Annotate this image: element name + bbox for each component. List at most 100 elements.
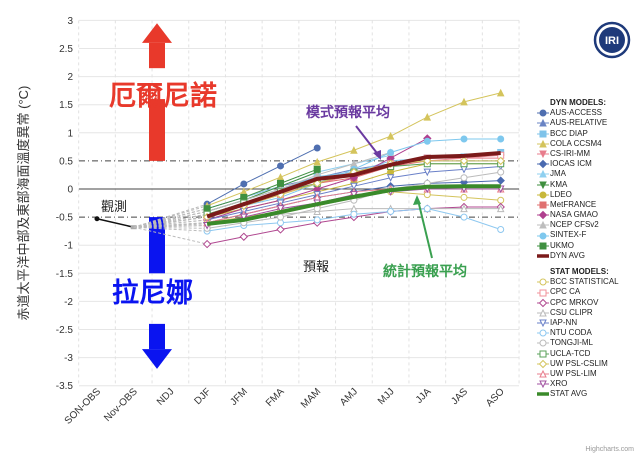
marker-circle (387, 207, 395, 215)
series-dyn-avg (206, 151, 501, 219)
legend-label: IAP-NN (550, 317, 578, 327)
marker-triangle-down (539, 150, 547, 159)
legend-symbol (537, 329, 549, 337)
legend-item[interactable]: JMA (536, 169, 619, 179)
marker-triangle (276, 173, 285, 181)
marker-diamond (239, 232, 249, 241)
legend-symbol (537, 191, 549, 199)
highcharts-credit[interactable]: Highcharts.com (585, 446, 634, 453)
legend-item[interactable]: IOCAS ICM (536, 159, 619, 169)
legend-symbol (537, 109, 549, 117)
marker-circle (387, 168, 395, 176)
y-axis-label: 赤道太平洋中部及東部海面溫度異常 (°C) (16, 86, 31, 321)
marker-triangle-down (386, 174, 395, 182)
marker-square (539, 350, 547, 358)
legend-item[interactable]: XRO (536, 379, 619, 389)
marker-circle (277, 162, 284, 170)
x-tick-label: Nov-OBS (102, 386, 140, 424)
legend-symbol (537, 181, 549, 189)
legend-item[interactable]: IAP-NN (536, 318, 619, 328)
legend-item[interactable]: BCC STATISTICAL (536, 277, 619, 287)
legend-symbol (537, 278, 549, 286)
legend-item[interactable]: CPC MRKOV (536, 298, 619, 308)
x-tick-label: DJF (192, 386, 213, 407)
series-layer (94, 88, 505, 249)
marker-circle (539, 232, 547, 240)
legend-item[interactable]: LDEO (536, 190, 619, 200)
legend-label: NASA GMAO (550, 210, 599, 220)
y-tick-label: -3 (64, 353, 73, 364)
la-nina-arrow-shaft (149, 323, 165, 350)
legend-label: CS-IRI-MM (550, 148, 590, 158)
iri-logo-text: IRI (605, 35, 619, 47)
legend-symbol (537, 160, 549, 169)
y-tick-label: 3 (67, 16, 73, 27)
grid: 3 2.5 2 1.5 1 0.5 0 -0.5 -1 -1.5 -2 -2.5 -3 -3.5SON-O… (16, 16, 520, 427)
legend-item[interactable]: AUS-RELATIVE (536, 118, 619, 128)
legend-item[interactable]: TONGJI-ML (536, 338, 619, 348)
marker-diamond (496, 176, 505, 185)
x-tick-label: MAM (299, 386, 323, 410)
legend-item[interactable]: MetFRANCE (536, 200, 619, 210)
legend-item[interactable]: BCC DIAP (536, 129, 619, 139)
legend-label: STAT AVG (550, 389, 588, 399)
legend-header: STAT MODELS: (550, 267, 609, 277)
marker-circle (387, 148, 395, 156)
marker-circle (539, 109, 547, 117)
la-nina-arrow-head (142, 349, 172, 369)
marker-square (539, 289, 547, 296)
legend-header: DYN MODELS: (550, 98, 606, 107)
marker-square (240, 193, 248, 201)
legend-item[interactable]: SINTEX-F (536, 230, 619, 240)
x-tick-label: JJA (414, 386, 434, 406)
legend-label: JMA (550, 169, 566, 179)
marker-diamond (538, 359, 548, 369)
legend-item[interactable]: DYN AVG (536, 251, 619, 261)
legend-item[interactable]: CSU CLIPR (536, 308, 619, 318)
marker-triangle-down (539, 181, 547, 189)
y-tick-label: 1.5 (59, 100, 73, 111)
legend-label: NTU CODA (550, 328, 592, 338)
series-line (206, 168, 318, 210)
legend-symbol (537, 359, 549, 369)
legend-item[interactable]: KMA (536, 180, 619, 190)
plume-line (133, 208, 208, 228)
marker-diamond (276, 225, 285, 234)
marker-triangle (496, 88, 505, 97)
marker-circle (313, 216, 321, 224)
legend-item[interactable]: AUS-ACCESS (536, 108, 619, 118)
y-tick-label: -2.5 (56, 325, 74, 336)
legend-item[interactable]: UKMO (536, 241, 619, 251)
la-nina-bar (149, 217, 165, 274)
legend-item[interactable]: UW PSL-CSLIM (536, 359, 619, 369)
stat-avg-label: 統計預報平均 (383, 263, 467, 279)
legend-item[interactable]: UW PSL-LIM (536, 369, 619, 379)
marker-circle (539, 278, 547, 286)
series-line (206, 151, 391, 212)
legend-label: BCC STATISTICAL (550, 277, 619, 287)
marker-square (539, 130, 547, 138)
marker-circle (497, 168, 505, 176)
y-tick-label: -3.5 (56, 381, 74, 392)
plume-line (133, 216, 208, 228)
el-nino-label: 厄爾尼諾 (109, 80, 217, 111)
legend-label: XRO (550, 379, 568, 389)
marker-diamond (459, 156, 469, 166)
legend-item[interactable]: NCEP CFSv2 (536, 220, 619, 230)
legend-label: KMA (550, 179, 568, 189)
legend-item[interactable]: NTU CODA (536, 328, 619, 338)
legend-symbol (537, 369, 549, 378)
stat-avg-pointer (417, 199, 433, 259)
forecast-label: 預報 (303, 259, 329, 274)
legend-item[interactable]: STAT AVG (536, 389, 619, 399)
marker-triangle-down (539, 380, 547, 389)
legend-item[interactable]: CPC CA (536, 287, 619, 297)
marker-diamond (496, 156, 505, 166)
legend-item[interactable]: CS-IRI-MM (536, 149, 619, 159)
legend-item[interactable]: UCLA-TCD (536, 349, 619, 359)
legend-symbol (537, 221, 549, 229)
marker-triangle (496, 204, 505, 213)
legend-item[interactable]: NASA GMAO (536, 210, 619, 220)
legend-item[interactable]: COLA CCSM4 (536, 139, 619, 149)
